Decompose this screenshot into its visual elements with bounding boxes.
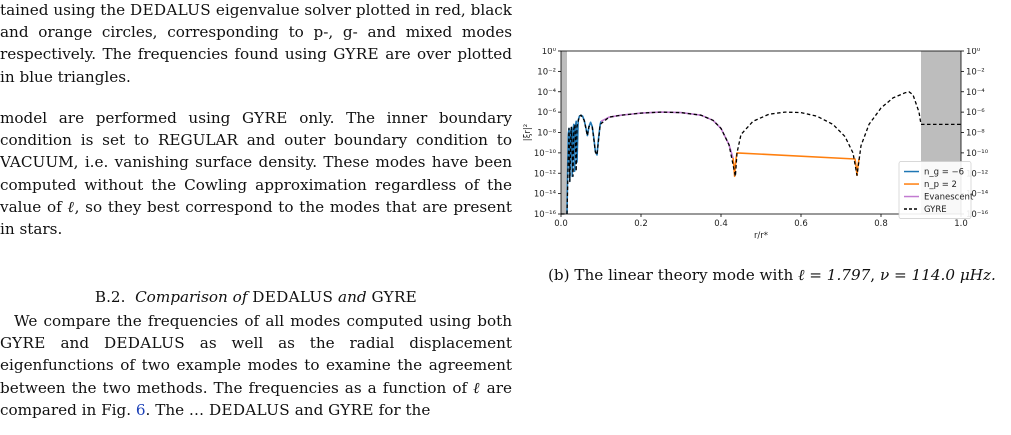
shaded-region [561, 51, 567, 214]
eigenfunction-chart: 0.0 0.2 0.4 0.6 0.8 1.0 10⁰ 10⁰ 10⁻² 10⁻² 10⁻⁴ 10⁻⁴… [523, 48, 989, 241]
y-tick-label-right: 10⁻⁶ [966, 108, 985, 118]
y-tick-label: 10⁰ [542, 48, 557, 57]
legend-box [898, 161, 972, 219]
section-number: B.2. [94, 288, 126, 306]
software-name: GYRE [242, 109, 288, 127]
software-name: DEDALUS [130, 1, 211, 19]
y-tick-label: 10⁻² [537, 67, 556, 77]
software-name: DEDALUS [208, 400, 290, 419]
y-tick-label-right: 10⁻¹⁶ [966, 210, 989, 220]
software-name: DEDALUS [103, 334, 185, 353]
y-tick-label-right: 10⁰ [966, 48, 981, 57]
text-run: eigenvalue solver plotted in red, black … [0, 1, 512, 64]
ell-symbol: ℓ [473, 378, 481, 397]
section-title: and [333, 288, 372, 306]
x-tick-label: 0.8 [874, 219, 888, 229]
text-run: and [289, 400, 329, 419]
text-run: and [45, 334, 104, 353]
text-run: for the [373, 400, 431, 419]
legend-label: n_p = 2 [924, 180, 957, 190]
text-run: tained using the [0, 1, 131, 19]
y-tick-label-right: 10⁻¹⁴ [966, 190, 989, 200]
paragraph-comparison: We compare the frequencies of all modes … [0, 310, 512, 421]
text-run: are compared in Fig. [0, 378, 512, 419]
y-tick-label-right: 10⁻¹² [966, 169, 988, 179]
caption-nu: ν = 114.0 μHz. [879, 266, 996, 284]
y-tick-label-right: 10⁻⁴ [966, 88, 985, 98]
y-axis-label: |ξr|² [523, 124, 533, 141]
figure-caption-tail: tained using the DEDALUS eigenvalue solv… [0, 0, 512, 88]
y-tick-label-right: 10⁻¹⁰ [966, 149, 989, 159]
y-tick-label: 10⁻⁸ [537, 129, 556, 139]
caption-text: (b) The linear theory mode with [548, 266, 799, 284]
software-name: GYRE [371, 288, 418, 306]
y-tick-label: 10⁻¹⁴ [534, 190, 557, 200]
caption-ell: ℓ = 1.797 [798, 266, 871, 284]
y-tick-label: 10⁻⁶ [537, 108, 556, 118]
text-run: only. The inner boundary condition is se… [0, 109, 512, 216]
text-run: The … [155, 400, 209, 419]
y-tick-label: 10⁻¹² [534, 169, 556, 179]
software-name: DEDALUS [252, 288, 334, 306]
axis-ticks: 0.0 0.2 0.4 0.6 0.8 1.0 10⁰ 10⁰ 10⁻² 10⁻² 10⁻⁴ 10⁻⁴… [534, 48, 989, 229]
subfigure-caption: (b) The linear theory mode with ℓ = 1.79… [548, 264, 1010, 286]
text-run: as well as the radial displacement eigen… [0, 334, 512, 397]
section-title: Comparison of [135, 288, 253, 306]
y-tick-label-right: 10⁻⁸ [966, 129, 985, 139]
x-tick-label: 1.0 [954, 219, 968, 229]
x-tick-label: 0.0 [554, 219, 568, 229]
x-axis-label: r/r* [754, 231, 768, 241]
y-tick-label: 10⁻¹⁶ [534, 210, 557, 220]
series-lines [561, 91, 961, 215]
text-run: . [145, 400, 151, 419]
x-tick-label: 0.2 [634, 219, 648, 229]
software-name: GYRE [328, 400, 374, 419]
series-line [600, 111, 734, 159]
text-run: model are performed using [0, 109, 243, 127]
ell-symbol: ℓ [67, 197, 75, 216]
section-heading: B.2. Comparison of DEDALUS and GYRE [0, 286, 512, 308]
series-line [561, 91, 961, 215]
text-run: are over plotted in blue triangles. [0, 45, 512, 86]
series-line [732, 152, 860, 178]
software-name: GYRE [333, 45, 379, 64]
software-name: GYRE [0, 334, 46, 353]
caption-sep: , [870, 266, 880, 284]
y-tick-label-right: 10⁻² [966, 67, 985, 77]
legend-label: n_g = −6 [924, 168, 964, 178]
x-tick-label: 0.4 [714, 219, 728, 229]
left-text-column: tained using the DEDALUS eigenvalue solv… [0, 0, 512, 421]
y-tick-label: 10⁻¹⁰ [534, 149, 557, 159]
legend-label: GYRE [924, 205, 947, 215]
text-run: We compare the frequencies of all modes … [14, 312, 512, 330]
legend: n_g = −6 n_p = 2 Evanescent GYRE [898, 161, 974, 219]
x-tick-label: 0.6 [794, 219, 808, 229]
paragraph-boundary-conditions: model are performed using GYRE only. The… [0, 107, 512, 240]
text-run: , so they best correspond to the modes t… [0, 197, 512, 239]
figure-link[interactable]: 6 [135, 400, 146, 419]
legend-label: Evanescent [924, 193, 974, 203]
y-tick-label: 10⁻⁴ [537, 88, 556, 98]
